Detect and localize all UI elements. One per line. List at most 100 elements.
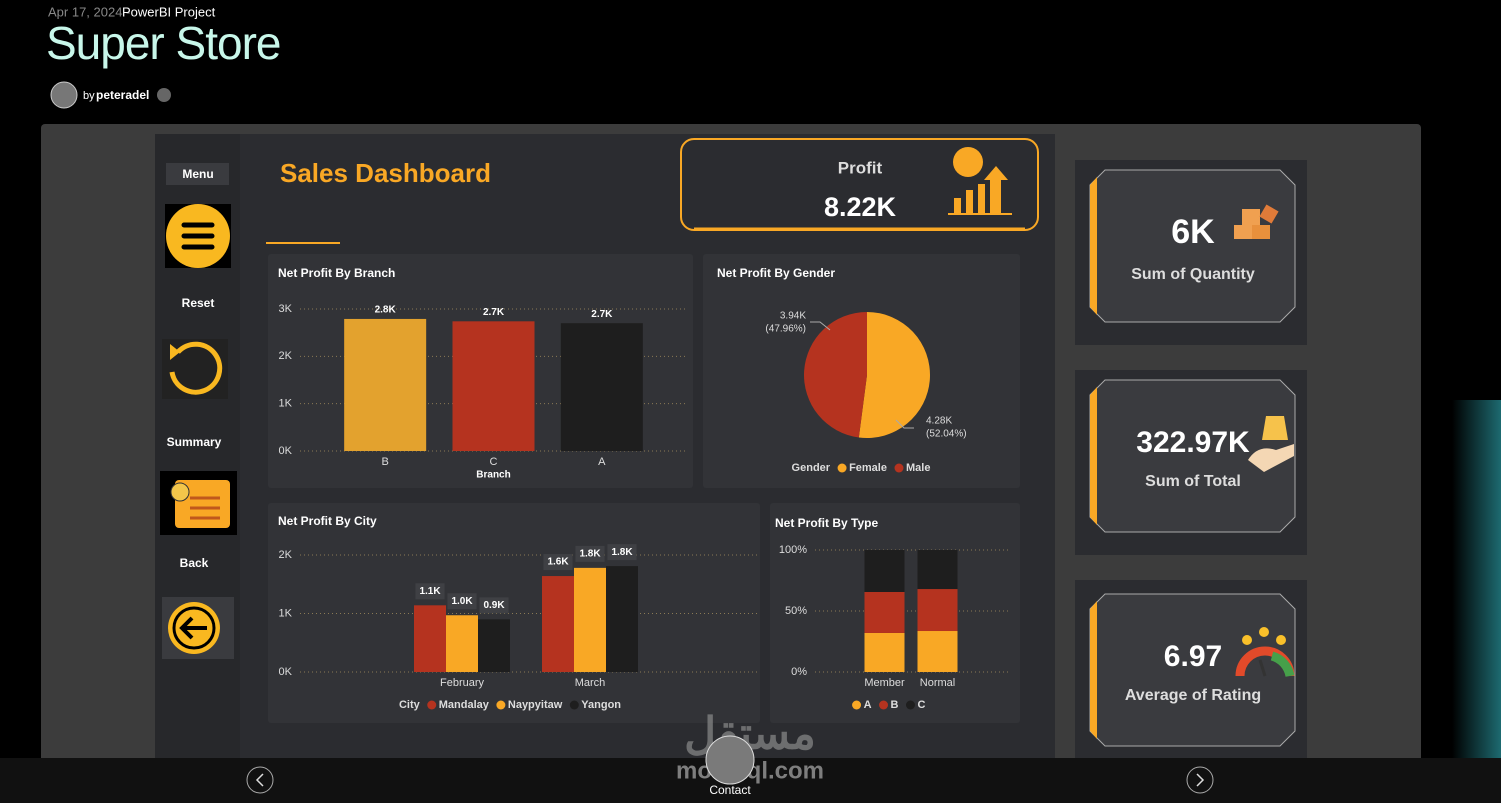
legend: A B C	[852, 699, 925, 711]
y-tick-label: 3K	[279, 303, 293, 315]
data-label: 1.0K	[451, 596, 473, 607]
reset-label: Reset	[182, 296, 215, 310]
bar	[478, 619, 510, 672]
chart: Net Profit By City 0K 1K 2K February 1.1K 1.0K…	[278, 514, 757, 711]
leader-line	[895, 419, 914, 429]
data-label: 3.94K	[780, 311, 806, 322]
data-label: 2.8K	[375, 305, 397, 316]
legend-swatch	[905, 700, 915, 710]
hand-icon	[1248, 444, 1294, 472]
author-name[interactable]: peteradel	[96, 88, 149, 102]
summary-lines	[190, 496, 220, 520]
x-tick-label: B	[381, 456, 388, 468]
x-tick-label: Member	[864, 677, 905, 689]
chart: Net Profit By Branch 0K 1K 2K 3K B 2.8K C 2.7K A 2…	[278, 266, 688, 481]
page-title: Super Store	[46, 17, 280, 69]
back-label: Back	[180, 556, 209, 570]
kpi-value: 6.97	[1164, 640, 1222, 673]
legend-label: B	[891, 699, 899, 711]
percent-label: (47.96%)	[765, 324, 806, 335]
data-label-box	[607, 544, 637, 561]
pie-slice	[804, 312, 867, 438]
kpi-label: Sum of Quantity	[1131, 266, 1255, 283]
x-tick-label: March	[575, 677, 606, 689]
percent-label: (52.04%)	[926, 429, 967, 440]
icon-bar	[978, 184, 985, 213]
data-label: 1.8K	[611, 547, 633, 558]
x-tick-label: Normal	[920, 677, 955, 689]
data-label: 2.7K	[591, 309, 613, 320]
next-circle	[1186, 766, 1214, 794]
contact-link[interactable]: Contact	[709, 783, 751, 797]
icon-bar	[966, 190, 973, 213]
kpi-accent	[1090, 387, 1097, 525]
kpi-value: 6K	[1171, 213, 1215, 251]
project-link[interactable]: PowerBI Project	[122, 4, 216, 19]
legend: City Mandalay Naypyitaw Yangon	[399, 699, 621, 711]
kpi-value: 322.97K	[1136, 426, 1250, 459]
back-ring	[172, 606, 216, 650]
author-avatar[interactable]	[50, 81, 78, 109]
box-icon	[1259, 204, 1279, 224]
gauge-green	[1270, 651, 1295, 678]
y-tick-label: 0K	[279, 445, 293, 457]
kpi-panels	[1075, 160, 1307, 760]
back-button[interactable]	[162, 597, 234, 659]
summary-button[interactable]	[160, 471, 237, 535]
kpi-accent	[1090, 601, 1097, 739]
y-tick-label: 0%	[791, 666, 807, 678]
legend-swatch	[852, 700, 862, 710]
bar-segment	[917, 631, 958, 672]
reset-icon	[169, 341, 223, 395]
legend-swatch	[496, 700, 506, 710]
kpi-label: Average of Rating	[1125, 687, 1261, 704]
prev-button[interactable]	[246, 766, 274, 794]
data-label-box	[575, 545, 605, 562]
icon-bar	[954, 198, 961, 213]
legend-swatch	[569, 700, 579, 710]
legend: Gender Female Male	[792, 462, 931, 474]
legend-label: Female	[849, 462, 887, 474]
bar-segment	[864, 550, 905, 592]
chart: Net Profit By Type 0% 50% 100% Member Normal A…	[775, 516, 1010, 711]
bar	[606, 566, 638, 672]
data-label: 1.1K	[419, 586, 441, 597]
star	[1242, 635, 1252, 645]
y-tick-label: 2K	[279, 549, 293, 561]
contact-avatar[interactable]	[705, 735, 755, 785]
y-tick-label: 50%	[785, 605, 807, 617]
next-chevron	[1196, 773, 1205, 787]
box-icon	[1252, 225, 1270, 239]
y-tick-label: 1K	[279, 398, 293, 410]
bar-segment	[917, 550, 958, 590]
legend-label: C	[917, 699, 925, 711]
charts: Net Profit By Branch 0K 1K 2K 3K B 2.8K C 2.7K A 2…	[278, 266, 1010, 711]
profit-label: Profit	[838, 158, 883, 177]
profit-icon	[948, 147, 1012, 215]
bar	[446, 615, 478, 672]
legend-label: Yangon	[581, 699, 621, 711]
chart-title: Net Profit By Type	[775, 516, 878, 530]
menu-button[interactable]	[165, 204, 231, 268]
legend-swatch	[894, 463, 904, 473]
x-tick-label: February	[440, 677, 485, 689]
prev-circle	[246, 766, 274, 794]
dashboard-title: Sales Dashboard	[280, 158, 491, 188]
legend-swatch	[837, 463, 847, 473]
chart-title: Net Profit By City	[278, 514, 377, 528]
data-label-box	[479, 597, 509, 614]
data-label: 4.28K	[926, 416, 952, 427]
data-label-box	[543, 554, 573, 571]
reset-arrow	[170, 344, 180, 360]
menu-label: Menu	[182, 167, 213, 181]
legend-label: A	[864, 699, 872, 711]
reset-button[interactable]	[162, 339, 228, 399]
chart: Net Profit By Gender 4.28K (52.04%) 3.94K (4…	[717, 266, 967, 474]
next-button[interactable]	[1186, 766, 1214, 794]
bar	[452, 321, 535, 451]
coin	[953, 147, 983, 177]
data-label-box	[447, 593, 477, 610]
